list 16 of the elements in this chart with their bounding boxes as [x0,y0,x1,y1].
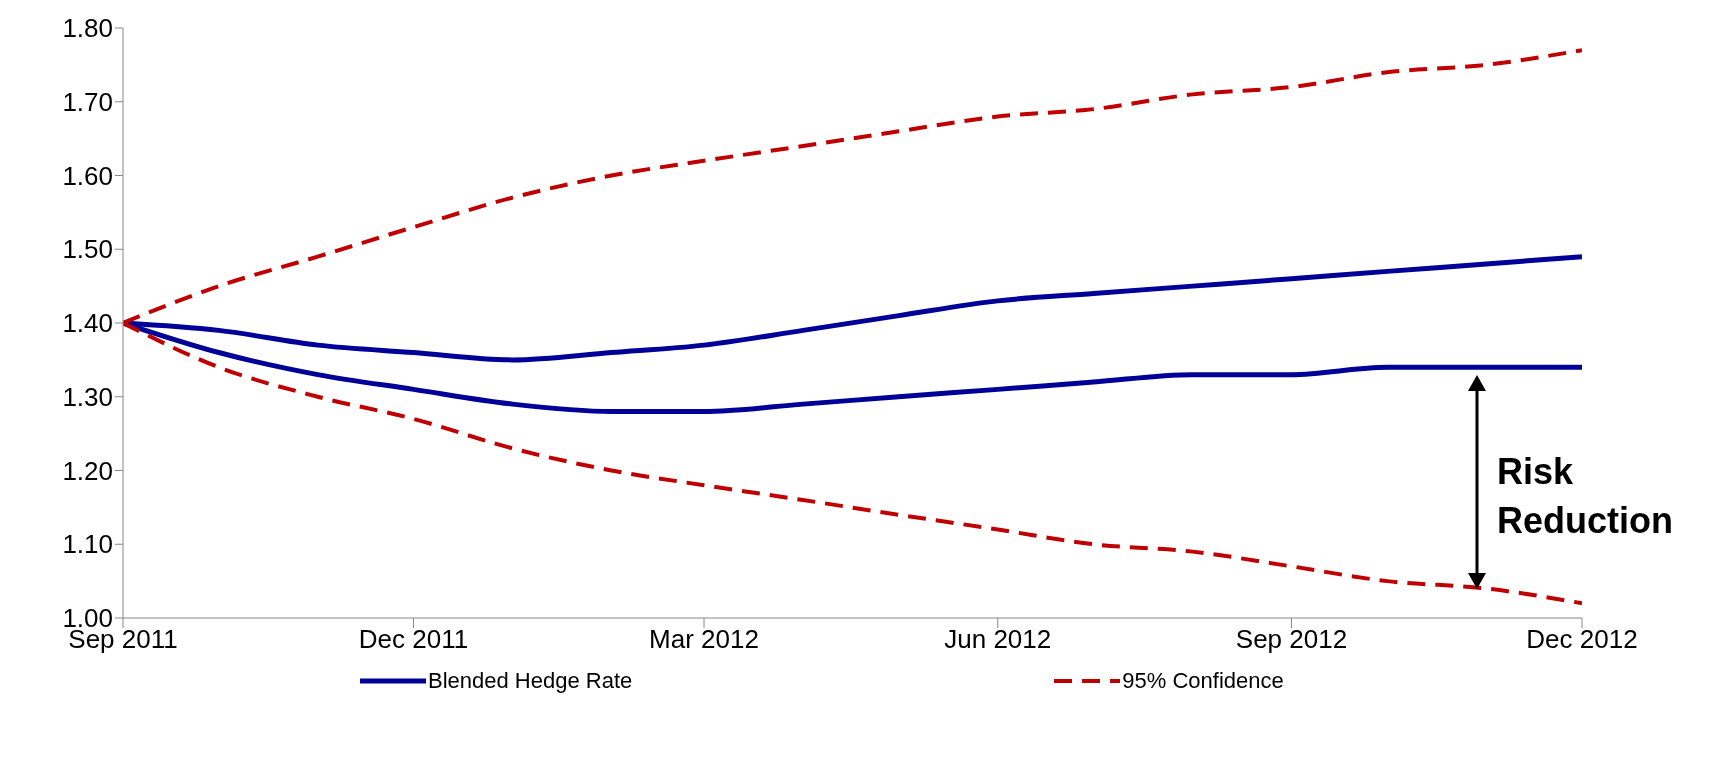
x-tick-label: Jun 2012 [944,624,1052,655]
y-tick-label: 1.40 [62,308,113,339]
x-tick-label: Dec 2011 [358,624,469,655]
x-tick-label: Mar 2012 [649,624,759,655]
x-tick-label: Sep 2012 [1235,624,1348,655]
x-tick-label: Dec 2012 [1526,624,1638,655]
legend-label: 95% Confidence [1122,668,1284,694]
annotation: Risk Reduction [1496,450,1674,543]
y-tick-label: 1.80 [62,13,113,44]
y-tick-label: 1.20 [62,455,113,486]
y-tick-label: 1.30 [62,381,113,412]
y-tick-label: 1.70 [62,86,113,117]
y-tick-label: 1.60 [62,160,113,191]
y-tick-label: 1.50 [62,234,113,265]
y-tick-label: 1.10 [62,529,113,560]
legend-label: Blended Hedge Rate [428,668,633,694]
